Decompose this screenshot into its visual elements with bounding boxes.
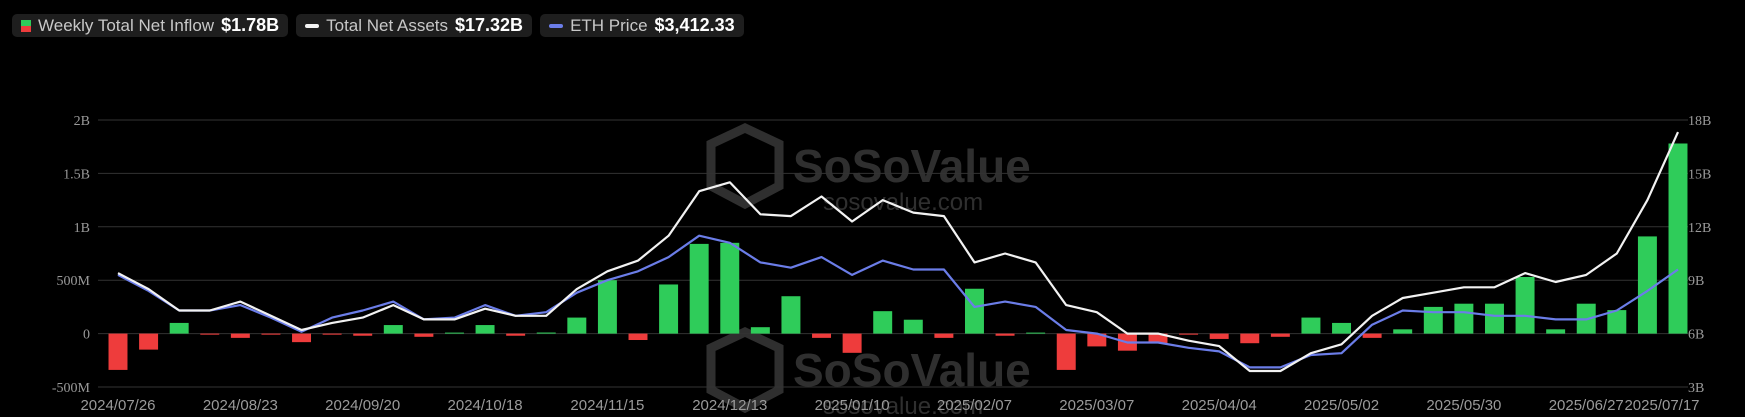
inflow-bar xyxy=(1423,306,1443,334)
legend-assets[interactable]: Total Net Assets $17.32B xyxy=(296,14,533,37)
inflow-bar xyxy=(903,319,923,334)
watermark-brand: SoSoValue xyxy=(793,140,1031,192)
inflow-bar xyxy=(964,288,984,334)
x-tick-label: 2024/07/26 xyxy=(80,397,155,414)
inflow-bar xyxy=(1362,333,1382,338)
y-left-tick-label: 500M xyxy=(57,274,91,289)
inflow-bar xyxy=(1332,322,1352,334)
eth-price-line xyxy=(117,234,1679,369)
inflow-bar xyxy=(353,333,373,336)
x-tick-label: 2024/12/13 xyxy=(692,397,767,414)
inflow-bar xyxy=(1515,276,1535,334)
legend-price-label: ETH Price xyxy=(570,15,648,35)
legend-inflow[interactable]: Weekly Total Net Inflow $1.78B xyxy=(12,14,289,37)
inflow-bar xyxy=(995,333,1015,336)
watermark-brand: SoSoValue xyxy=(793,344,1031,396)
inflow-bar xyxy=(475,325,495,334)
x-tick-label: 2024/10/18 xyxy=(448,397,523,414)
y-right-tick-label: 15B xyxy=(1688,167,1711,182)
x-tick-label: 2024/08/23 xyxy=(203,397,278,414)
inflow-bar xyxy=(1393,329,1413,334)
y-right-tick-label: 6B xyxy=(1688,328,1704,343)
x-tick-label: 2024/11/15 xyxy=(570,397,644,414)
inflow-bar xyxy=(1240,333,1260,344)
inflow-bar xyxy=(414,333,434,337)
inflow-bar xyxy=(1546,329,1566,334)
legend-inflow-label: Weekly Total Net Inflow xyxy=(38,15,215,35)
inflow-bar xyxy=(720,242,740,334)
inflow-bar xyxy=(1270,333,1290,337)
watermark-url: sosovalue.com xyxy=(823,189,983,216)
line-swatch-icon xyxy=(549,23,564,28)
bar-swatch-icon xyxy=(21,19,31,32)
inflow-bar xyxy=(1179,333,1199,335)
x-tick-label: 2025/01/10 xyxy=(815,397,890,414)
inflow-bar xyxy=(536,332,556,334)
inflow-bar xyxy=(934,333,954,338)
y-right-tick-label: 18B xyxy=(1688,114,1711,129)
x-tick-label: 2025/05/30 xyxy=(1426,397,1501,414)
inflow-bar xyxy=(139,333,159,350)
y-left-tick-label: 0 xyxy=(83,328,90,343)
logo-icon xyxy=(706,327,784,414)
y-left-tick-label: 2B xyxy=(74,114,90,129)
inflow-bar xyxy=(292,333,312,343)
legend-price-value: $3,412.33 xyxy=(654,15,735,35)
inflow-bar xyxy=(750,327,770,334)
x-tick-label: 2025/06/27 xyxy=(1549,397,1624,414)
inflow-bar xyxy=(1087,333,1107,347)
inflow-bar xyxy=(1668,143,1688,334)
total-net-assets-line xyxy=(117,131,1680,373)
inflow-bar xyxy=(1148,333,1168,344)
y-right-tick-label: 12B xyxy=(1688,221,1711,236)
x-tick-label: 2024/09/20 xyxy=(325,397,400,414)
y-left-tick-label: -500M xyxy=(52,381,91,396)
inflow-bar xyxy=(597,280,617,334)
y-right-tick-label: 9B xyxy=(1688,274,1704,289)
y-left-tick-label: 1.5B xyxy=(63,167,90,182)
inflow-bar xyxy=(261,333,281,335)
inflow-bar xyxy=(812,333,832,338)
logo-icon xyxy=(706,123,784,210)
inflow-bar xyxy=(842,333,862,353)
x-tick-label: 2025/07/17 xyxy=(1624,397,1699,414)
watermark-url: sosovalue.com xyxy=(823,393,983,417)
inflow-bar xyxy=(1637,236,1657,334)
line-swatch-icon xyxy=(305,23,320,28)
inflow-bar xyxy=(781,296,801,334)
legend-inflow-value: $1.78B xyxy=(221,15,280,35)
inflow-bar xyxy=(628,333,648,341)
inflow-bar xyxy=(230,333,250,338)
inflow-bar xyxy=(1209,333,1229,339)
inflow-bar xyxy=(322,333,342,335)
x-tick-label: 2025/02/07 xyxy=(937,397,1012,414)
inflow-bar xyxy=(659,284,679,334)
inflow-bar xyxy=(873,311,893,334)
inflow-bar xyxy=(1484,303,1504,334)
x-tick-label: 2025/05/02 xyxy=(1304,397,1379,414)
y-left-tick-label: 1B xyxy=(74,221,90,236)
inflow-bar xyxy=(1026,332,1046,334)
inflow-bar xyxy=(689,243,709,334)
legend-assets-value: $17.32B xyxy=(455,15,524,35)
inflow-bar xyxy=(200,333,220,335)
inflow-bar xyxy=(169,322,189,334)
inflow-bar xyxy=(383,325,403,334)
inflow-bar xyxy=(506,333,526,336)
inflow-bar xyxy=(1607,310,1627,334)
inflow-bar xyxy=(108,333,128,370)
x-tick-label: 2025/03/07 xyxy=(1059,397,1134,414)
inflow-bar xyxy=(1301,317,1321,334)
x-tick-label: 2025/04/04 xyxy=(1182,397,1257,414)
legend: Weekly Total Net Inflow $1.78B Total Net… xyxy=(12,14,744,37)
inflow-bar xyxy=(567,317,587,334)
y-right-tick-label: 3B xyxy=(1688,381,1704,396)
inflow-bar xyxy=(1454,303,1474,334)
legend-assets-label: Total Net Assets xyxy=(326,15,448,35)
inflow-bar xyxy=(444,332,464,334)
legend-price[interactable]: ETH Price $3,412.33 xyxy=(540,14,744,37)
inflow-bar xyxy=(1056,333,1076,370)
